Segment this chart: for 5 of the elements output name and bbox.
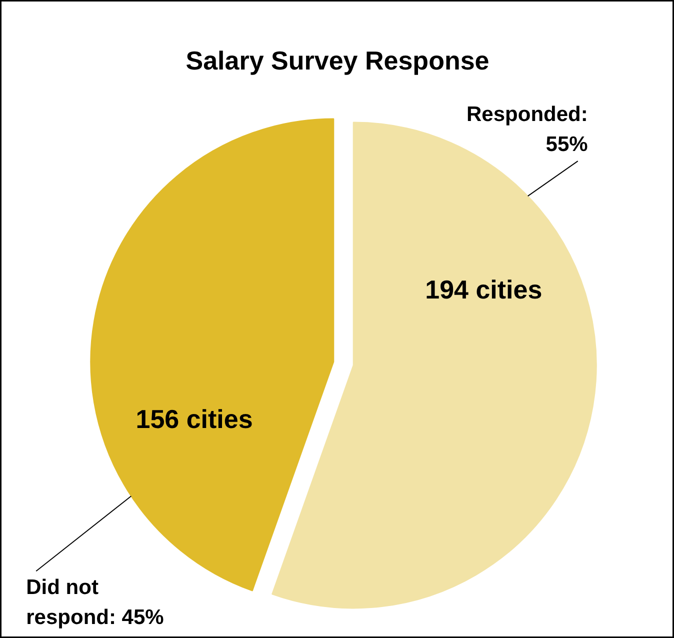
slice-label: Responded: 55% <box>466 103 588 156</box>
chart-title: Salary Survey Response <box>186 46 490 76</box>
data-label: 194 cities <box>425 274 542 305</box>
data-label: 156 cities <box>136 404 253 434</box>
slice-label: Did not respond: 45% <box>26 576 164 630</box>
